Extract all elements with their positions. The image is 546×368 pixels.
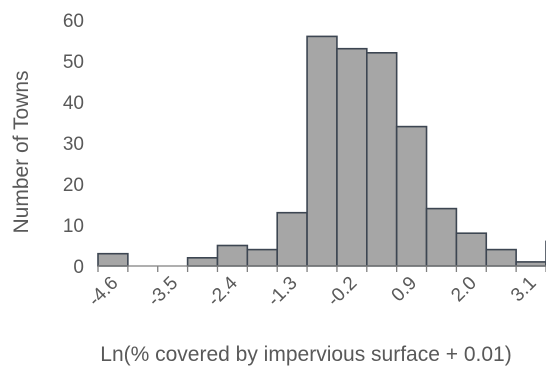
y-tick-label: 30 xyxy=(63,134,84,155)
y-axis-ticks: 0 10 20 30 40 50 60 xyxy=(63,11,84,278)
histogram-bar xyxy=(395,125,428,267)
x-tick-label: -1.3 xyxy=(264,273,302,311)
x-axis-ticks: -4.6 -3.5 -2.4 -1.3 -0.2 0.9 2.0 3.1 xyxy=(84,266,546,311)
x-tick-label: 3.1 xyxy=(507,273,541,307)
x-tick-label: -0.2 xyxy=(323,273,361,311)
x-tick-label: 0.9 xyxy=(388,273,422,307)
x-axis-title: Ln(% covered by impervious surface + 0.0… xyxy=(100,343,511,366)
histogram-bar xyxy=(336,47,368,267)
histogram-bar xyxy=(455,232,488,267)
x-tick-label: -4.6 xyxy=(84,273,122,311)
x-tick-label: -3.5 xyxy=(144,273,182,311)
y-tick-label: 50 xyxy=(63,52,84,73)
x-tick-label: 2.0 xyxy=(447,273,481,307)
y-tick-label: 10 xyxy=(63,216,84,237)
y-tick-label: 60 xyxy=(63,11,84,32)
histogram-bar xyxy=(306,35,338,267)
histogram-bar xyxy=(216,244,249,267)
bars xyxy=(97,35,546,267)
histogram-bar xyxy=(97,252,129,267)
histogram-bar xyxy=(246,248,278,267)
y-axis-title: Number of Towns xyxy=(10,70,33,233)
histogram-bar xyxy=(425,207,458,267)
histogram-bar xyxy=(365,51,398,267)
y-tick-label: 0 xyxy=(73,257,84,278)
histogram-bar xyxy=(485,248,517,267)
histogram-bar xyxy=(276,211,308,267)
x-tick-label: -2.4 xyxy=(204,272,242,310)
histogram-bar xyxy=(186,256,219,267)
y-tick-label: 20 xyxy=(63,175,84,196)
y-tick-label: 40 xyxy=(63,93,84,114)
